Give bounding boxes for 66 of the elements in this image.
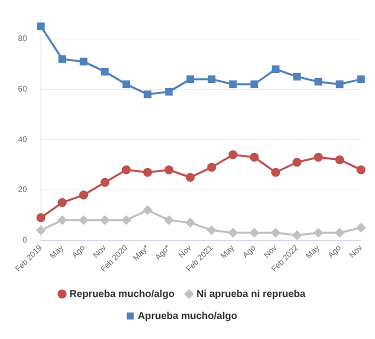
point xyxy=(336,80,344,88)
x-tick-label: Nov xyxy=(262,243,279,260)
point xyxy=(165,88,173,96)
point xyxy=(356,223,366,232)
point xyxy=(36,213,46,222)
point xyxy=(100,178,110,187)
point xyxy=(207,162,216,172)
point xyxy=(250,80,258,88)
point xyxy=(292,158,302,167)
y-tick-label: 20 xyxy=(18,185,28,194)
point xyxy=(357,75,365,84)
x-tick-label: Ago xyxy=(240,242,258,260)
point xyxy=(122,165,131,174)
point xyxy=(250,228,259,238)
point xyxy=(293,72,301,81)
x-tick-label: May xyxy=(304,243,322,260)
x-tick-label: Nov xyxy=(91,243,108,260)
y-tick-label: 60 xyxy=(18,84,28,94)
x-tick-label: May xyxy=(218,243,236,260)
point xyxy=(122,216,131,225)
point xyxy=(122,80,130,88)
legend-label: Aprueba mucho/algo xyxy=(138,310,238,322)
point xyxy=(314,228,323,238)
x-tick-label: Ago xyxy=(70,242,87,260)
legend-label: Ni aprueba ni reprueba xyxy=(196,288,306,300)
point xyxy=(228,150,238,160)
point xyxy=(164,165,174,174)
point xyxy=(101,68,109,76)
point xyxy=(228,228,238,238)
legend-label: Reprueba mucho/algo xyxy=(70,288,175,300)
point xyxy=(335,228,344,238)
point xyxy=(271,168,280,177)
point xyxy=(143,168,152,177)
point xyxy=(335,155,344,164)
point xyxy=(250,152,259,162)
point xyxy=(37,22,45,30)
point xyxy=(186,218,195,228)
point xyxy=(208,75,216,84)
point xyxy=(143,206,152,215)
point xyxy=(79,216,88,225)
y-tick-label: 40 xyxy=(18,134,28,144)
point xyxy=(144,90,152,98)
point xyxy=(58,216,67,225)
point xyxy=(186,75,194,84)
point xyxy=(164,216,174,225)
point xyxy=(207,226,216,235)
y-tick-label: 80 xyxy=(18,34,28,44)
point xyxy=(356,165,366,174)
x-tick-label: Nov xyxy=(176,243,194,260)
point xyxy=(80,58,88,66)
point xyxy=(186,172,195,182)
point xyxy=(314,152,323,162)
point xyxy=(314,78,322,86)
x-tick-label: Ago xyxy=(326,242,344,260)
point xyxy=(79,190,88,200)
x-tick-label: May xyxy=(48,243,66,260)
point xyxy=(36,226,46,235)
point xyxy=(272,65,280,73)
x-tick-label: Nov xyxy=(348,243,364,260)
point xyxy=(292,230,302,240)
point xyxy=(100,216,110,225)
point xyxy=(58,198,67,208)
point xyxy=(229,80,237,88)
point xyxy=(58,55,66,63)
y-tick-label: 0 xyxy=(22,236,28,245)
point xyxy=(271,228,280,238)
